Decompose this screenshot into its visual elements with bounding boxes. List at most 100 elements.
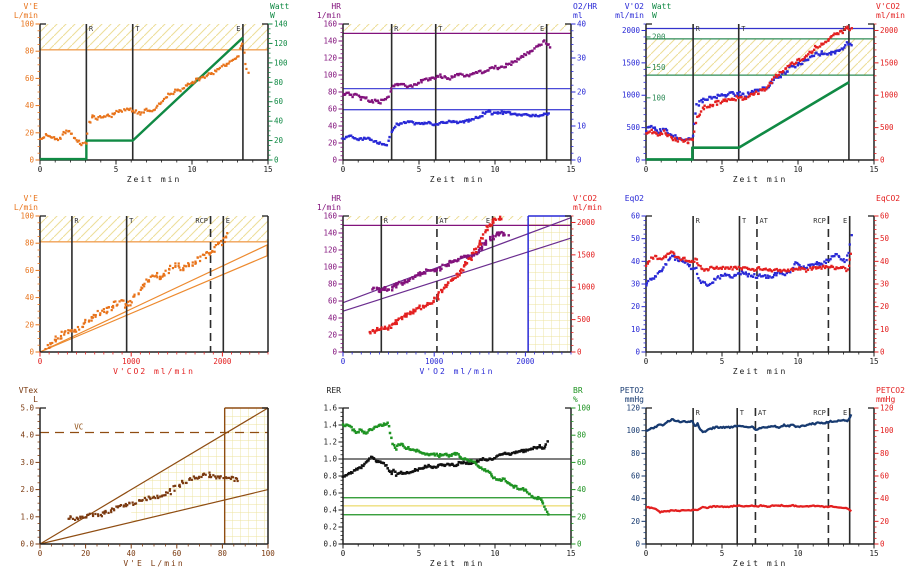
svg-text:E: E: [843, 217, 847, 225]
series-EqO2: [645, 233, 853, 287]
svg-text:60: 60: [631, 472, 641, 481]
svg-text:40: 40: [880, 494, 890, 503]
svg-text:E: E: [486, 217, 490, 225]
reference-line: [39, 244, 269, 353]
svg-text:AT: AT: [758, 409, 767, 417]
svg-text:100: 100: [652, 93, 666, 102]
svg-text:VC: VC: [74, 422, 83, 431]
svg-text:5: 5: [720, 357, 725, 366]
svg-text:R: R: [89, 25, 94, 33]
svg-text:mmHg: mmHg: [625, 395, 644, 404]
svg-text:V'E: V'E: [24, 2, 39, 11]
panel-peto2-petco2-vs-time: R T AT RCP E 0 20 40 60 80 100 120 0 20 40 60 80 100 120 0 5…: [606, 384, 909, 576]
svg-text:80: 80: [328, 280, 338, 289]
svg-text:0.2: 0.2: [323, 523, 337, 532]
svg-text:RER: RER: [327, 386, 342, 395]
svg-text:R: R: [696, 217, 701, 225]
svg-text:100: 100: [20, 212, 34, 221]
svg-text:Zeit min: Zeit min: [430, 559, 485, 568]
svg-text:120: 120: [626, 404, 640, 413]
svg-text:20: 20: [328, 139, 338, 148]
hatched-region: [646, 38, 874, 76]
svg-text:VTex: VTex: [19, 386, 38, 395]
svg-text:R: R: [696, 25, 701, 33]
svg-text:T: T: [129, 217, 134, 225]
series-HR: [371, 230, 510, 294]
svg-text:2.0: 2.0: [20, 485, 34, 494]
svg-text:0: 0: [644, 549, 649, 558]
svg-text:20: 20: [577, 88, 587, 97]
svg-text:Watt: Watt: [652, 2, 671, 11]
grid-region: [528, 216, 571, 352]
svg-text:T: T: [135, 25, 140, 33]
chart-vtex-vs-ve: VC 0.0 1.0 2.0 3.0 4.0 5.0 0 20 40 60 80 100 V'E L/mi…: [19, 386, 276, 568]
svg-text:2000: 2000: [516, 357, 535, 366]
svg-text:140: 140: [323, 229, 337, 238]
svg-text:%: %: [573, 395, 578, 404]
svg-text:10: 10: [631, 325, 641, 334]
svg-text:Zeit min: Zeit min: [733, 559, 788, 568]
svg-text:ml/min: ml/min: [876, 11, 905, 20]
svg-text:E: E: [236, 25, 240, 33]
svg-text:40: 40: [25, 293, 35, 302]
svg-text:20: 20: [25, 128, 35, 137]
svg-text:15: 15: [566, 549, 575, 558]
svg-text:E: E: [540, 25, 544, 33]
svg-text:20: 20: [328, 331, 338, 340]
svg-text:20: 20: [880, 302, 890, 311]
svg-text:R: R: [384, 217, 389, 225]
series-VTex: [67, 471, 239, 521]
chart-ve-watt-vs-time: R T E 0 20 40 60 80 100 0 20 40 60 80 100 120 140 0 5 10 15 Z…: [14, 2, 290, 184]
svg-text:80: 80: [25, 239, 35, 248]
svg-text:0: 0: [880, 348, 885, 357]
svg-text:10: 10: [187, 165, 197, 174]
axes: 0.0 0.2 0.4 0.6 0.8 1.0 1.2 1.4 1.6 0 20 40 60 80 100 0…: [323, 386, 591, 568]
svg-text:0: 0: [332, 348, 337, 357]
grid-region: [131, 433, 225, 523]
series-PETO2: [645, 413, 853, 434]
svg-text:T: T: [741, 25, 746, 33]
svg-text:4.0: 4.0: [20, 431, 34, 440]
chart-rer-br-vs-time: 0.0 0.2 0.4 0.6 0.8 1.0 1.2 1.4 1.6 0 20 40 60 80 100 0…: [323, 386, 591, 568]
panel-vtex-vs-ve: VC 0.0 1.0 2.0 3.0 4.0 5.0 0 20 40 60 80 100 V'E L/mi…: [0, 384, 303, 576]
svg-text:1.0: 1.0: [20, 512, 34, 521]
svg-text:60: 60: [577, 458, 587, 467]
svg-text:RCP: RCP: [195, 217, 208, 225]
svg-text:2000: 2000: [213, 357, 232, 366]
svg-text:V'CO2: V'CO2: [876, 2, 900, 11]
svg-text:60: 60: [25, 74, 35, 83]
svg-text:0: 0: [635, 540, 640, 549]
svg-text:0: 0: [644, 357, 649, 366]
svg-text:O2/HR: O2/HR: [573, 2, 597, 11]
svg-text:100: 100: [626, 426, 640, 435]
svg-text:V'O2: V'O2: [625, 2, 644, 11]
svg-text:2000: 2000: [577, 218, 596, 227]
series-V'E: [44, 231, 229, 351]
svg-text:120: 120: [274, 39, 288, 48]
svg-text:150: 150: [652, 63, 666, 72]
svg-text:160: 160: [323, 20, 337, 29]
svg-text:40: 40: [328, 314, 338, 323]
svg-text:10: 10: [793, 357, 803, 366]
svg-text:0: 0: [341, 549, 346, 558]
svg-text:0: 0: [577, 156, 582, 165]
chart-eqo2-eqco2-vs-time: R T AT RCP E 0 10 20 30 40 50 60 0 10 20 30 40 50 60 0 5 10 15…: [625, 194, 901, 376]
svg-text:1500: 1500: [880, 58, 899, 67]
series-EqCO2: [644, 250, 852, 273]
svg-text:80: 80: [577, 431, 587, 440]
axes: 0 20 40 60 80 100 120 140 160 0 10 20 30 40 0 5 10 15 Zeit…: [317, 2, 597, 184]
svg-text:5.0: 5.0: [20, 404, 34, 413]
svg-text:E: E: [843, 409, 847, 417]
axes: 0 20 40 60 80 100 120 0 20 40 60 80 100 120 0 5 10 15 Zeit…: [620, 386, 905, 568]
panel-ve-vs-vco2: R T RCP E 0 20 40 60 80 100 0 1000 2000 V'CO2 ml/min V…: [0, 192, 303, 384]
svg-text:1000: 1000: [880, 91, 899, 100]
svg-text:1.6: 1.6: [323, 404, 337, 413]
svg-text:V'O2 ml/min: V'O2 ml/min: [420, 367, 495, 376]
svg-text:60: 60: [631, 212, 641, 221]
svg-text:20: 20: [577, 512, 587, 521]
svg-text:20: 20: [274, 136, 284, 145]
svg-text:1/min: 1/min: [317, 203, 341, 212]
svg-text:50: 50: [631, 234, 641, 243]
